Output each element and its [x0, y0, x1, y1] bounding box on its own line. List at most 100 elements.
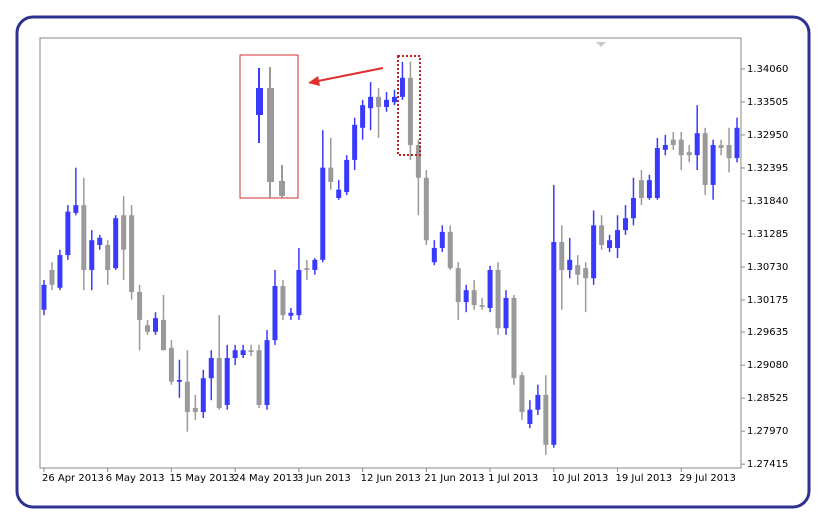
candle-body	[368, 96, 374, 109]
candle-body	[168, 347, 174, 382]
candle-body	[129, 215, 135, 292]
candle-body	[89, 240, 95, 270]
candle-body	[726, 145, 732, 159]
candle-body	[471, 290, 477, 306]
y-tick-label: 1.27970	[747, 426, 788, 437]
candle-body	[264, 340, 270, 405]
x-tick-label: 29 Jul 2013	[679, 473, 736, 484]
x-tick-label: 19 Jul 2013	[616, 473, 673, 484]
y-tick-label: 1.32395	[747, 163, 788, 174]
candle-body	[81, 205, 87, 270]
candle-body	[678, 139, 684, 156]
candle-body	[487, 269, 493, 309]
candle-body	[615, 230, 621, 248]
candle-body	[384, 99, 390, 107]
x-tick-label: 3 Jun 2013	[297, 473, 351, 484]
candle-body	[702, 133, 708, 185]
candle-body	[160, 319, 166, 351]
candle-body	[312, 259, 318, 270]
candle-body	[280, 286, 286, 316]
candle-body	[543, 394, 549, 445]
candle-body	[232, 350, 238, 358]
arrow	[317, 67, 384, 82]
candle-body	[57, 255, 63, 288]
highlight-box	[397, 55, 421, 156]
candle-body	[216, 357, 222, 408]
candle-body	[399, 77, 405, 97]
candle-body	[176, 379, 182, 382]
y-tick-label: 1.33505	[747, 97, 788, 108]
candle-body	[622, 218, 628, 231]
candle-body	[607, 240, 613, 248]
candle-body	[567, 259, 573, 270]
zoom-inset	[239, 54, 299, 199]
candle-body	[336, 189, 342, 198]
arrow-head	[308, 76, 320, 86]
candle-body	[527, 409, 533, 424]
y-tick-label: 1.27415	[747, 459, 788, 470]
shift-marker	[596, 42, 606, 47]
candle-body	[638, 180, 644, 198]
candle-body	[113, 218, 119, 269]
candle-body	[591, 225, 597, 279]
y-tick-label: 1.29080	[747, 360, 788, 371]
candle-body	[240, 350, 246, 355]
plot-area	[39, 37, 742, 469]
candle-body	[200, 378, 206, 413]
candle-body	[686, 152, 692, 156]
candle-body	[734, 127, 740, 159]
candle-body	[376, 96, 382, 107]
candle-body	[503, 297, 509, 329]
candle-body	[519, 375, 525, 413]
candle-body	[662, 145, 668, 150]
candle-body	[559, 241, 565, 270]
candle-body	[583, 268, 589, 279]
candles	[41, 61, 740, 455]
candle-body	[599, 225, 605, 245]
candle-body	[694, 133, 700, 156]
y-tick-label: 1.29635	[747, 327, 788, 338]
x-tick-label: 15 May 2013	[169, 473, 234, 484]
x-tick-label: 12 Jun 2013	[361, 473, 421, 484]
candle-body	[137, 291, 143, 320]
candle-body	[256, 350, 262, 405]
candle-body	[328, 167, 334, 182]
candle-body	[121, 215, 127, 250]
candle-body	[630, 197, 636, 219]
x-tick-label: 21 Jun 2013	[424, 473, 484, 484]
candle-body	[344, 159, 350, 193]
candle-body	[718, 145, 724, 149]
x-tick-label: 26 Apr 2013	[42, 473, 104, 484]
y-tick-label: 1.32950	[747, 130, 788, 141]
candle-body	[415, 145, 421, 178]
candle-body	[511, 297, 517, 379]
candle-body	[495, 269, 501, 329]
candle-body	[439, 231, 445, 248]
candle-body	[575, 265, 581, 275]
y-tick-label: 1.28525	[747, 393, 788, 404]
candle-body	[352, 124, 358, 160]
candle-body	[710, 145, 716, 185]
candle-body	[535, 394, 541, 410]
x-tick-label: 10 Jul 2013	[552, 473, 609, 484]
candle-body	[208, 357, 214, 379]
candle-body	[423, 177, 429, 241]
candle-body	[97, 237, 103, 245]
candle-body	[145, 325, 151, 332]
candle-body	[551, 241, 557, 445]
candle-body	[360, 105, 366, 128]
candle-body	[670, 139, 676, 146]
candle-body	[407, 77, 413, 146]
candle-body	[431, 247, 437, 263]
candle-body	[272, 286, 278, 341]
y-tick-label: 1.30730	[747, 262, 788, 273]
candle-body	[447, 231, 453, 269]
candle-body	[654, 148, 660, 198]
candle-body	[73, 205, 79, 213]
inset-body	[256, 88, 263, 115]
candle-body	[192, 407, 198, 413]
candle-body	[391, 96, 397, 103]
candle-body	[248, 350, 254, 353]
candle-body	[455, 268, 461, 303]
